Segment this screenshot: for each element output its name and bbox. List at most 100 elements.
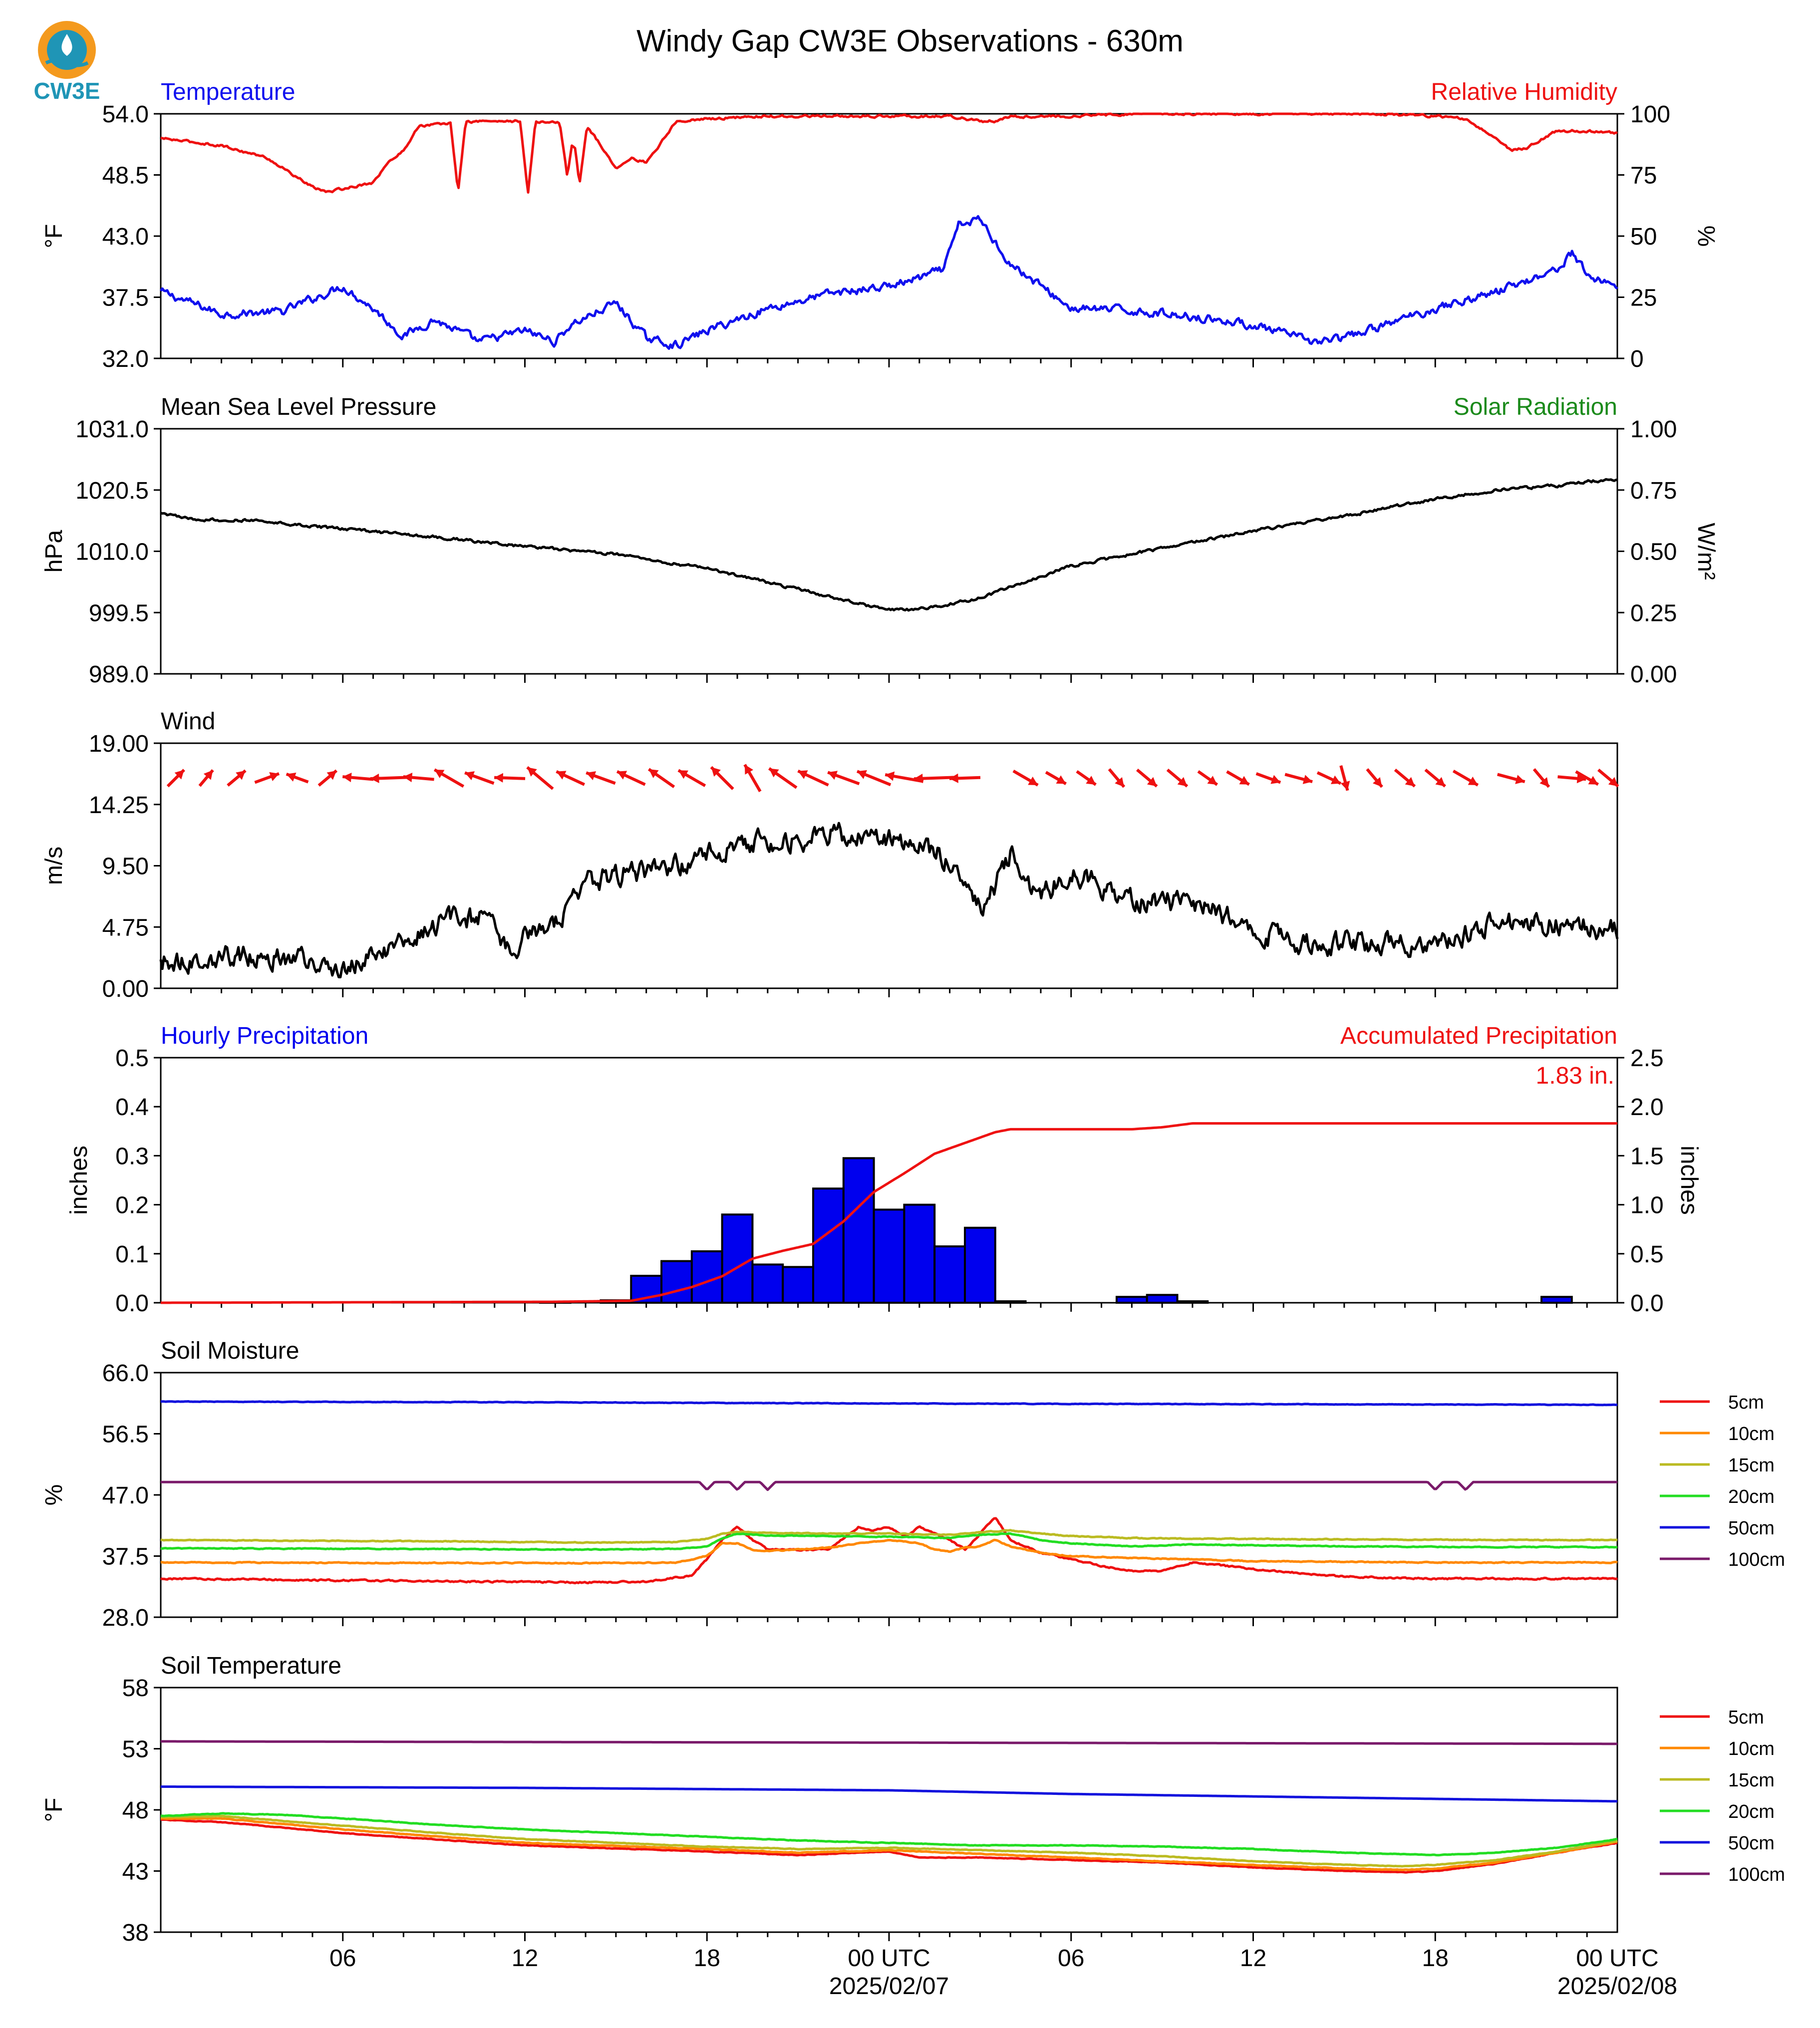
wind-arrow-icon (403, 773, 434, 783)
y2-tick-label: 0 (1630, 346, 1644, 372)
panel-temp_rh: 32.0 37.5 43.0 48.5 54.0 0 25 50 75 100 °F % Tempera… (41, 79, 1719, 372)
legend-label: 15cm (1728, 1455, 1775, 1476)
y-tick-label: 1031.0 (75, 416, 149, 443)
y-tick-label: 14.25 (89, 792, 149, 819)
wind-arrow-icon (166, 769, 185, 788)
series-line-20cm (160, 1532, 1618, 1551)
wind-arrow-head (1588, 776, 1598, 785)
wind-arrow-icon (1339, 765, 1350, 791)
wind-arrow-head (798, 770, 808, 779)
x-tick-label: 18 (1422, 1945, 1449, 1972)
wind-arrow-head (556, 771, 567, 780)
y-tick-label: 9.50 (102, 854, 149, 880)
wind-arrow-icon (370, 773, 407, 784)
precip-bar (994, 1300, 1027, 1304)
wind-arrow-icon (1226, 770, 1250, 786)
wind-arrow-icon (198, 769, 214, 787)
y-tick-label: 0.3 (115, 1143, 149, 1169)
precip-bar (933, 1245, 966, 1304)
series-line-humidity (160, 112, 1618, 194)
wind-arrow-head (1468, 776, 1478, 785)
wind-arrow-head (769, 768, 779, 778)
series-line-15cm (160, 1814, 1618, 1868)
wind-arrow-head (1207, 776, 1217, 785)
wind-arrow-icon (317, 769, 338, 787)
series-line-15cm (160, 1529, 1618, 1544)
series-line-20cm (160, 1812, 1618, 1857)
wind-arrow-icon (342, 773, 374, 783)
panel-right-title: Accumulated Precipitation (1340, 1023, 1617, 1049)
y-tick-label: 28.0 (102, 1605, 149, 1631)
y-tick-label: 37.5 (102, 285, 149, 311)
wind-arrow-head (1372, 777, 1382, 787)
series-line-temperature (159, 215, 1618, 350)
series-line-5cm (160, 1818, 1618, 1874)
wind-arrow-head (434, 769, 445, 779)
precip-bar (963, 1226, 996, 1304)
wind-arrow-icon (827, 771, 860, 786)
wind-arrow-icon (885, 771, 924, 783)
y-tick-label: 43 (122, 1859, 149, 1885)
wind-arrow-icon (856, 770, 892, 787)
series-line-50cm (160, 1785, 1617, 1803)
wind-arrow-head (711, 767, 721, 777)
y-axis-label: hPa (41, 530, 67, 573)
legend: 5cm 10cm 15cm 20cm 50cm 100cm (1660, 1707, 1785, 1885)
wind-arrow-icon (1076, 770, 1097, 786)
panel-title: Wind (161, 708, 215, 735)
y2-axis-label: inches (1676, 1146, 1702, 1215)
y-tick-label: 0.0 (115, 1290, 149, 1317)
wind-arrow-icon (1136, 768, 1158, 788)
x-tick-label: 00 UTC (1576, 1945, 1658, 1972)
wind-arrow-head (174, 770, 184, 780)
wind-arrow-head (326, 770, 337, 780)
y2-tick-label: 2.0 (1630, 1094, 1664, 1121)
wind-arrow-head (1539, 777, 1549, 787)
wind-arrow-head (949, 773, 958, 783)
wind-arrow-head (885, 771, 895, 781)
wind-arrow-head (1302, 775, 1313, 784)
y-tick-label: 4.75 (102, 914, 149, 941)
y-axis-label: % (41, 1484, 67, 1506)
precip-bar (1115, 1296, 1148, 1304)
panel-title: Temperature (161, 79, 295, 105)
y-tick-label: 19.00 (89, 731, 149, 757)
wind-arrow-icon (1045, 771, 1067, 785)
y-tick-label: 1020.5 (75, 478, 149, 504)
series-line-pressure (160, 478, 1618, 612)
series-line-5cm (160, 1517, 1618, 1585)
wind-arrow-head (648, 769, 659, 778)
wind-arrow-icon (254, 772, 280, 784)
legend-label: 100cm (1728, 1549, 1785, 1570)
y-tick-label: 54.0 (102, 101, 149, 128)
legend-label: 15cm (1728, 1770, 1775, 1791)
wind-arrow-head (1028, 776, 1038, 785)
series-line-50cm (160, 1400, 1618, 1407)
legend-label: 20cm (1728, 1486, 1775, 1507)
legend-label: 5cm (1728, 1707, 1764, 1728)
y-tick-label: 53 (122, 1737, 149, 1763)
precip-bar (1540, 1296, 1573, 1304)
y-tick-label: 37.5 (102, 1544, 149, 1570)
precip-bar (903, 1203, 936, 1304)
y-tick-label: 0.4 (115, 1094, 149, 1121)
wind-arrow-icon (494, 773, 526, 783)
wind-arrow-icon (710, 766, 734, 790)
y-tick-label: 48 (122, 1797, 149, 1824)
wind-arrow-head (586, 771, 597, 781)
series-line-wind_speed (159, 822, 1619, 979)
y-tick-label: 66.0 (102, 1360, 149, 1387)
x-tick-label: 12 (1240, 1945, 1266, 1972)
y2-axis-label: W/m² (1693, 523, 1719, 580)
wind-arrow-icon (1284, 773, 1313, 784)
wind-arrow-head (236, 770, 246, 780)
wind-arrow-icon (286, 772, 309, 784)
y-tick-label: 32.0 (102, 346, 149, 372)
wind-arrow-head (1515, 775, 1525, 784)
wind-arrow-head (1435, 777, 1446, 787)
wind-arrow-icon (556, 770, 586, 786)
wind-arrow-icon (1497, 773, 1525, 784)
wind-arrow-head (203, 770, 213, 780)
panels: 32.0 37.5 43.0 48.5 54.0 0 25 50 75 100 °F % Tempera… (41, 79, 1785, 2000)
precip-bar (751, 1263, 784, 1304)
